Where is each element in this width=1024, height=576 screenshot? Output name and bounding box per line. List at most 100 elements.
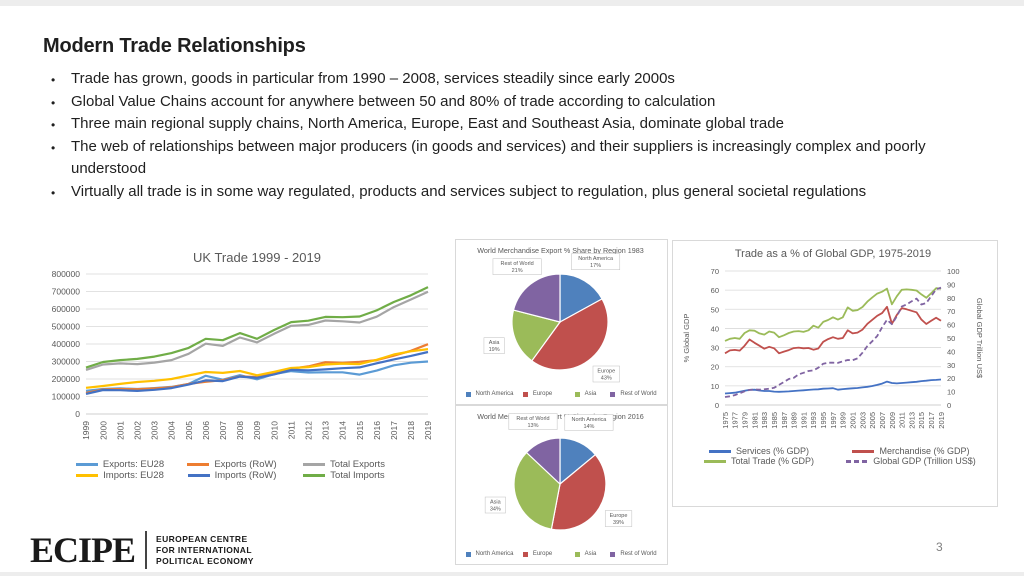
y2-axis-tick: 10 [947, 388, 955, 397]
line-chart-svg: UK Trade 1999 - 2019 0 100000 200000 300000 4… [52, 250, 434, 440]
y2-axis-tick: 80 [947, 294, 955, 303]
line-chart-svg: Trade as a % of Global GDP, 1975-2019 0 10… [682, 248, 984, 429]
legend-label: Exports: EU28 [102, 459, 165, 470]
y-axis-tick: 70 [711, 267, 719, 276]
pie-label-box [483, 337, 505, 354]
legend-marker [846, 459, 869, 463]
y-axis-tick: 60 [711, 286, 719, 295]
x-axis-tick: 2007 [218, 421, 228, 440]
legend-item: Merchandise (% GDP) [835, 446, 987, 456]
chart-legend: North America Europe Asia Rest of World [462, 391, 662, 397]
y-axis-tick: 200000 [52, 374, 81, 384]
x-axis-tick: 2013 [321, 421, 331, 440]
pie-label-name: North America [578, 256, 614, 262]
chart-title: Trade as a % of Global GDP, 1975-2019 [735, 248, 931, 260]
x-axis-tick: 1999 [839, 412, 848, 429]
y2-axis-tick: 100 [947, 267, 960, 276]
pie-label-value: 34% [490, 507, 501, 513]
x-axis-tick: 1989 [790, 412, 799, 429]
x-axis-tick: 2001 [115, 421, 125, 440]
bullet-item: Virtually all trade is in some way regul… [45, 181, 995, 203]
y-axis-tick: 10 [711, 382, 719, 391]
y2-axis-tick: 30 [947, 361, 955, 370]
pie-label-box [604, 510, 633, 527]
chart-legend: North America Europe Asia Rest of World [462, 551, 662, 557]
y2-axis-tick: 60 [947, 321, 955, 330]
x-axis-tick: 2011 [286, 421, 296, 440]
x-axis-tick: 1993 [809, 412, 818, 429]
x-axis-tick: 2019 [937, 412, 946, 429]
series-imports-row [85, 350, 429, 395]
legend-label: Global GDP (Trillion US$) [873, 456, 976, 466]
legend-label: Asia [584, 391, 597, 397]
pie-label-box [571, 253, 621, 270]
x-axis-tick: 2002 [133, 421, 143, 440]
x-axis-tick: 2014 [338, 421, 348, 440]
pie-label-value: 21% [512, 268, 523, 274]
slide-title: Modern Trade Relationships [43, 35, 306, 58]
pie-slice-europe [550, 453, 607, 531]
x-axis-tick: 2001 [848, 412, 857, 429]
pie-label-name: Rest of World [516, 416, 549, 422]
pie-slice-asia [511, 309, 562, 362]
x-axis-tick: 1975 [721, 412, 730, 429]
chart-legend: Services (% GDP) Merchandise (% GDP) Total… [680, 446, 990, 466]
uk-trade-line-chart: UK Trade 1999 - 2019 0 100000 200000 300000 4… [26, 246, 438, 502]
y-axis-tick: 800000 [52, 269, 81, 279]
pie-label-name: Asia [489, 340, 501, 346]
legend-label: Total Imports [330, 470, 385, 481]
chart-legend: Exports: EU28 Exports (RoW) Total Exports I… [57, 459, 407, 481]
bullet-item: Trade has grown, goods in particular fro… [45, 68, 995, 91]
trade-pct-global-gdp-line-chart: Trade as a % of Global GDP, 1975-2019 0 10… [672, 240, 998, 507]
ecipe-logo: ECIPE EUROPEAN CENTRE FOR INTERNATIONAL … [30, 531, 254, 569]
pie-slice-north-america [559, 273, 603, 324]
pie-label-name: Europe [610, 513, 628, 519]
x-axis-tick: 2011 [898, 412, 907, 428]
slide-top-edge [0, 0, 1024, 6]
pie-label-box [564, 414, 614, 431]
pie-slice-europe [530, 298, 609, 371]
legend-item: Total Imports [288, 470, 400, 481]
x-axis-tick: 1999 [81, 421, 91, 440]
legend-label: North America [475, 391, 514, 397]
x-axis-tick: 2015 [917, 412, 926, 429]
legend-marker [852, 449, 875, 453]
pie-label-value: 17% [590, 263, 601, 269]
pie-chart-svg: World Merchandise Export % Share by Regi… [477, 412, 644, 531]
legend-marker [574, 551, 580, 557]
x-axis-tick: 2018 [406, 421, 416, 440]
x-axis-tick: 2015 [355, 421, 365, 440]
legend-label: Rest of World [620, 391, 657, 397]
legend-marker [522, 391, 528, 397]
bullet-item: Three main regional supply chains, North… [45, 113, 995, 136]
legend-marker [187, 474, 210, 477]
legend-marker [76, 474, 99, 477]
pie-label-name: Europe [597, 369, 615, 375]
y-axis-tick: 300000 [52, 357, 81, 367]
legend-label: Europe [532, 391, 553, 397]
series-total-exports [85, 290, 429, 371]
x-axis-tick: 2019 [423, 421, 433, 440]
y2-axis-tick: 50 [947, 334, 955, 343]
logo-tagline-line: EUROPEAN CENTRE [156, 533, 248, 544]
legend-marker [465, 391, 471, 397]
x-axis-tick: 2008 [235, 421, 245, 440]
y-axis-tick: 700000 [52, 287, 81, 297]
pie-label-name: Rest of World [500, 261, 533, 267]
logo-wordmark: ECIPE [30, 530, 136, 570]
y-axis-tick: 30 [711, 344, 719, 353]
x-axis-tick: 2003 [858, 412, 867, 429]
series-imports-eu28 [85, 348, 429, 389]
legend-label: Imports (RoW) [214, 470, 277, 481]
legend-item: Exports (RoW) [176, 459, 288, 470]
x-axis-tick: 2003 [150, 421, 160, 440]
legend-marker [465, 551, 471, 557]
pie-label-box [592, 365, 620, 383]
legend-item: Rest of World [610, 551, 658, 557]
x-axis-tick: 2016 [372, 421, 382, 440]
y-axis-tick: 40 [711, 324, 719, 333]
pie-slice-rest-of-world [525, 437, 561, 486]
legend-marker [303, 474, 326, 477]
pie-label-box [508, 413, 558, 430]
y-axis-tick: 0 [715, 401, 719, 410]
